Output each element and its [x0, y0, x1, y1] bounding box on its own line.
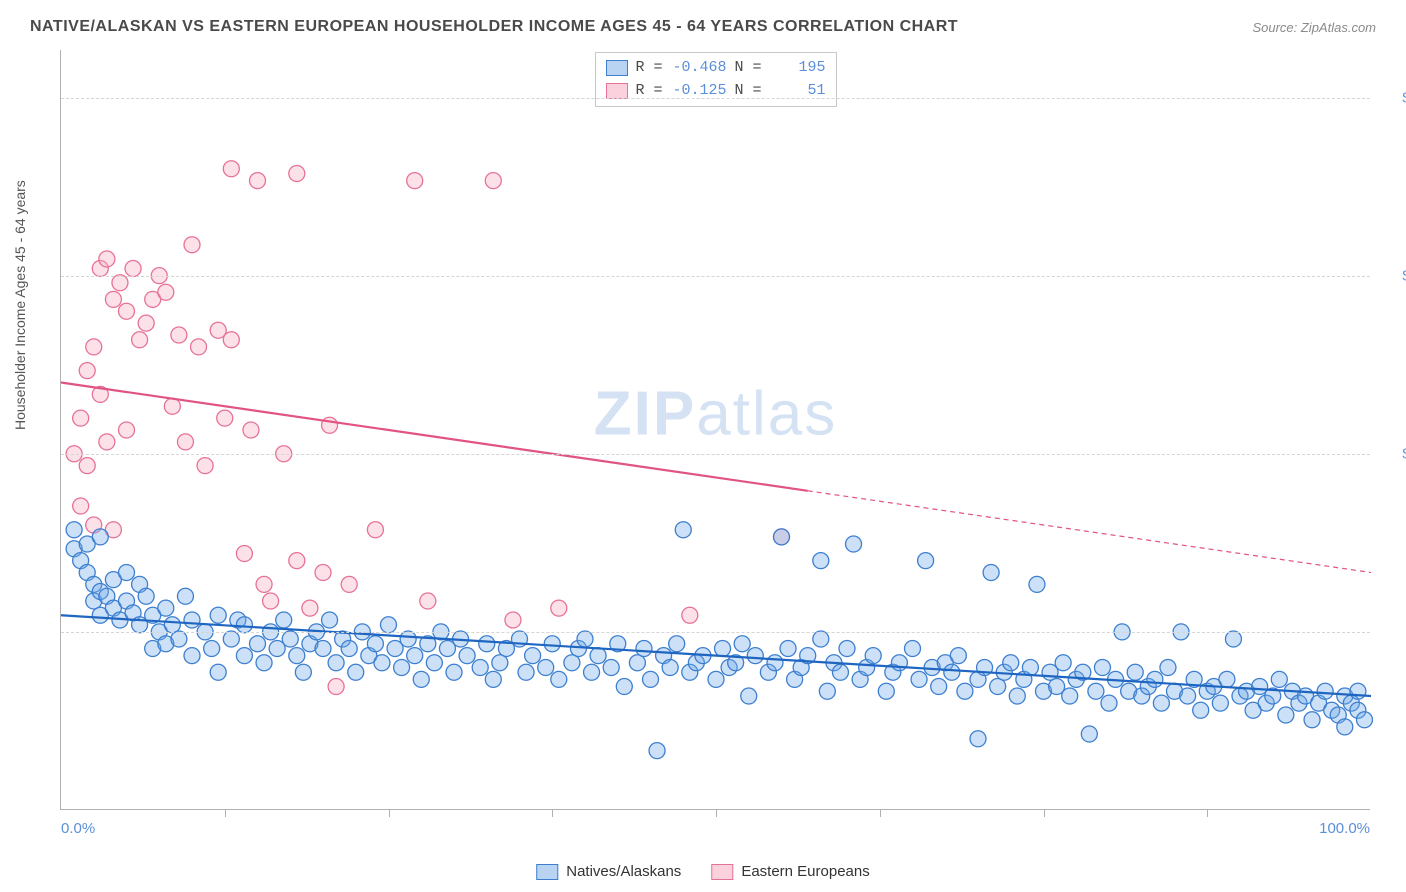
- scatter-svg: [61, 50, 1370, 809]
- y-tick-label: $75,000: [1375, 623, 1406, 640]
- y-tick-label: $150,000: [1375, 445, 1406, 462]
- legend-label-blue: Natives/Alaskans: [566, 863, 681, 880]
- x-tick: [225, 809, 226, 817]
- y-axis-label: Householder Income Ages 45 - 64 years: [12, 180, 28, 430]
- x-axis-max-label: 100.0%: [1319, 820, 1370, 837]
- x-tick: [389, 809, 390, 817]
- source-label: Source: ZipAtlas.com: [1252, 20, 1376, 35]
- x-tick: [552, 809, 553, 817]
- gridline: [61, 276, 1370, 277]
- gridline: [61, 98, 1370, 99]
- x-axis-min-label: 0.0%: [61, 820, 95, 837]
- chart-title: NATIVE/ALASKAN VS EASTERN EUROPEAN HOUSE…: [30, 18, 958, 36]
- x-tick: [1044, 809, 1045, 817]
- legend-item-blue: Natives/Alaskans: [536, 863, 681, 880]
- legend-label-pink: Eastern Europeans: [741, 863, 869, 880]
- y-tick-label: $300,000: [1375, 89, 1406, 106]
- x-tick: [880, 809, 881, 817]
- swatch-pink: [711, 864, 733, 880]
- x-tick: [716, 809, 717, 817]
- legend-item-pink: Eastern Europeans: [711, 863, 869, 880]
- y-tick-label: $225,000: [1375, 267, 1406, 284]
- chart-plot-area: ZIPatlas R = -0.468 N = 195 R = -0.125 N…: [60, 50, 1370, 810]
- gridline: [61, 632, 1370, 633]
- x-tick: [1207, 809, 1208, 817]
- swatch-blue: [536, 864, 558, 880]
- bottom-legend: Natives/Alaskans Eastern Europeans: [536, 863, 869, 880]
- gridline: [61, 454, 1370, 455]
